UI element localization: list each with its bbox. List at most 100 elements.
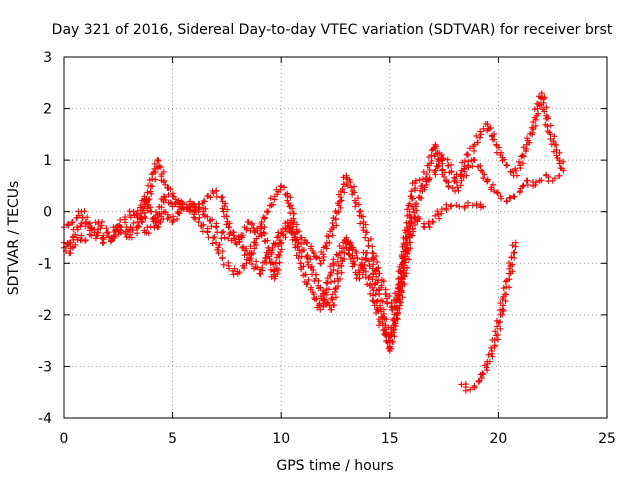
data-point-plus: [100, 239, 107, 246]
data-point-plus: [338, 197, 345, 204]
data-point-plus: [378, 313, 385, 320]
data-point-plus: [395, 281, 402, 288]
data-point-plus: [426, 174, 433, 181]
data-point-plus: [278, 182, 285, 189]
chart-title: Day 321 of 2016, Sidereal Day-to-day VTE…: [52, 22, 613, 38]
data-point-plus: [155, 223, 162, 230]
data-point-plus: [239, 262, 246, 269]
data-point-plus: [151, 224, 158, 231]
data-point-plus: [385, 333, 392, 340]
data-point-plus: [439, 171, 446, 178]
data-point-plus: [524, 137, 531, 144]
data-point-plus: [423, 171, 430, 178]
data-point-plus: [428, 152, 435, 159]
data-point-plus: [176, 203, 183, 210]
data-point-plus: [480, 203, 487, 210]
data-point-plus: [500, 302, 507, 309]
data-point-plus: [373, 265, 380, 272]
data-point-plus: [491, 188, 498, 195]
data-point-plus: [386, 293, 393, 300]
data-point-plus: [272, 273, 279, 280]
data-point-plus: [265, 251, 272, 258]
data-point-plus: [512, 239, 519, 246]
data-point-plus: [362, 234, 369, 241]
data-point-plus: [215, 250, 222, 257]
data-point-plus: [332, 208, 339, 215]
data-point-plus: [214, 246, 221, 253]
data-point-plus: [491, 337, 498, 344]
data-point-plus: [432, 167, 439, 174]
data-point-plus: [248, 261, 255, 268]
data-point-plus: [503, 161, 510, 168]
data-point-plus: [324, 275, 331, 282]
data-point-plus: [74, 214, 81, 221]
data-point-plus: [213, 223, 220, 230]
data-point-plus: [332, 284, 339, 291]
data-point-plus: [287, 194, 294, 201]
data-point-plus: [151, 160, 158, 167]
data-point-plus: [79, 214, 86, 221]
data-point-plus: [117, 227, 124, 234]
data-point-plus: [104, 229, 111, 236]
y-tick-label: -1: [38, 256, 52, 272]
data-point-plus: [385, 345, 392, 352]
data-point-plus: [240, 243, 247, 250]
data-point-plus: [456, 203, 463, 210]
data-point-plus: [175, 210, 182, 217]
data-point-plus: [320, 287, 327, 294]
data-point-plus: [147, 188, 154, 195]
data-point-plus: [502, 278, 509, 285]
data-point-plus: [349, 246, 356, 253]
data-point-plus: [553, 141, 560, 148]
data-point-plus: [69, 233, 76, 240]
data-point-plus: [218, 194, 225, 201]
data-point-plus: [226, 231, 233, 238]
data-point-plus: [84, 214, 91, 221]
data-point-plus: [405, 256, 412, 263]
data-point-plus: [360, 224, 367, 231]
data-point-plus: [312, 296, 319, 303]
x-tick-label: 25: [598, 431, 616, 447]
data-point-plus: [326, 302, 333, 309]
data-point-plus: [449, 185, 456, 192]
data-point-plus: [204, 213, 211, 220]
data-point-plus: [398, 278, 405, 285]
x-tick-label: 15: [381, 431, 399, 447]
data-point-plus: [408, 188, 415, 195]
data-point-plus: [320, 251, 327, 258]
data-point-plus: [307, 264, 314, 271]
data-point-plus: [267, 266, 274, 273]
data-point-plus: [447, 203, 454, 210]
data-point-plus: [373, 298, 380, 305]
data-point-plus: [345, 247, 352, 254]
data-point-plus: [198, 222, 205, 229]
data-point-plus: [560, 167, 567, 174]
data-point-plus: [332, 294, 339, 301]
data-point-plus: [143, 196, 150, 203]
data-point-plus: [292, 233, 299, 240]
data-point-plus: [438, 167, 445, 174]
data-point-plus: [277, 237, 284, 244]
data-point-plus: [236, 269, 243, 276]
data-point-plus: [241, 224, 248, 231]
data-point-plus: [308, 263, 315, 270]
data-point-plus: [305, 276, 312, 283]
data-point-plus: [444, 156, 451, 163]
data-point-plus: [403, 219, 410, 226]
data-point-plus: [339, 257, 346, 264]
data-point-plus: [107, 237, 114, 244]
data-point-plus: [530, 119, 537, 126]
data-point-plus: [443, 178, 450, 185]
data-point-plus: [338, 262, 345, 269]
data-point-plus: [103, 225, 110, 232]
data-point-plus: [294, 243, 301, 250]
data-point-plus: [406, 231, 413, 238]
data-point-plus: [300, 272, 307, 279]
data-point-plus: [144, 224, 151, 231]
data-point-plus: [276, 259, 283, 266]
data-point-plus: [149, 171, 156, 178]
data-point-plus: [463, 172, 470, 179]
data-point-plus: [372, 267, 379, 274]
data-point-plus: [404, 246, 411, 253]
data-point-plus: [130, 208, 137, 215]
